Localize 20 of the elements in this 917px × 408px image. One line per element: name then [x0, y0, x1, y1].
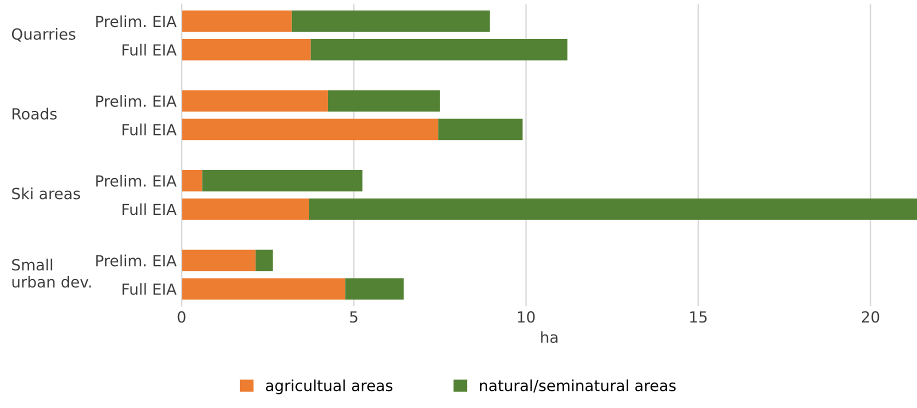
- legend-label: agricultual areas: [266, 379, 392, 394]
- y-tick-label: Prelim. EIA: [96, 174, 177, 187]
- text: Ski areas: [12, 188, 80, 200]
- y-tick-label: Prelim. EIA: [96, 95, 177, 107]
- y-tick-label: Full EIA: [122, 44, 177, 56]
- x-tick-label: 5: [350, 311, 358, 323]
- y-tick-label: Prelim. EIA: [96, 15, 177, 28]
- legend-label: natural/seminatural areas: [480, 379, 676, 392]
- y-tick-label: Full EIA: [122, 283, 177, 295]
- text: Quarries: [12, 28, 76, 42]
- text: Small urban dev.: [12, 258, 91, 288]
- text: Roads: [12, 108, 57, 120]
- x-axis-title: ha: [541, 331, 558, 344]
- x-tick-label: 20: [862, 311, 880, 323]
- x-tick-label: 0: [178, 311, 186, 323]
- y-tick-label: Full EIA: [122, 124, 177, 136]
- x-tick-label: 10: [518, 311, 535, 323]
- x-tick-label: 15: [690, 311, 707, 323]
- y-tick-label: Prelim. EIA: [96, 254, 177, 266]
- y-tick-label: Full EIA: [122, 203, 177, 216]
